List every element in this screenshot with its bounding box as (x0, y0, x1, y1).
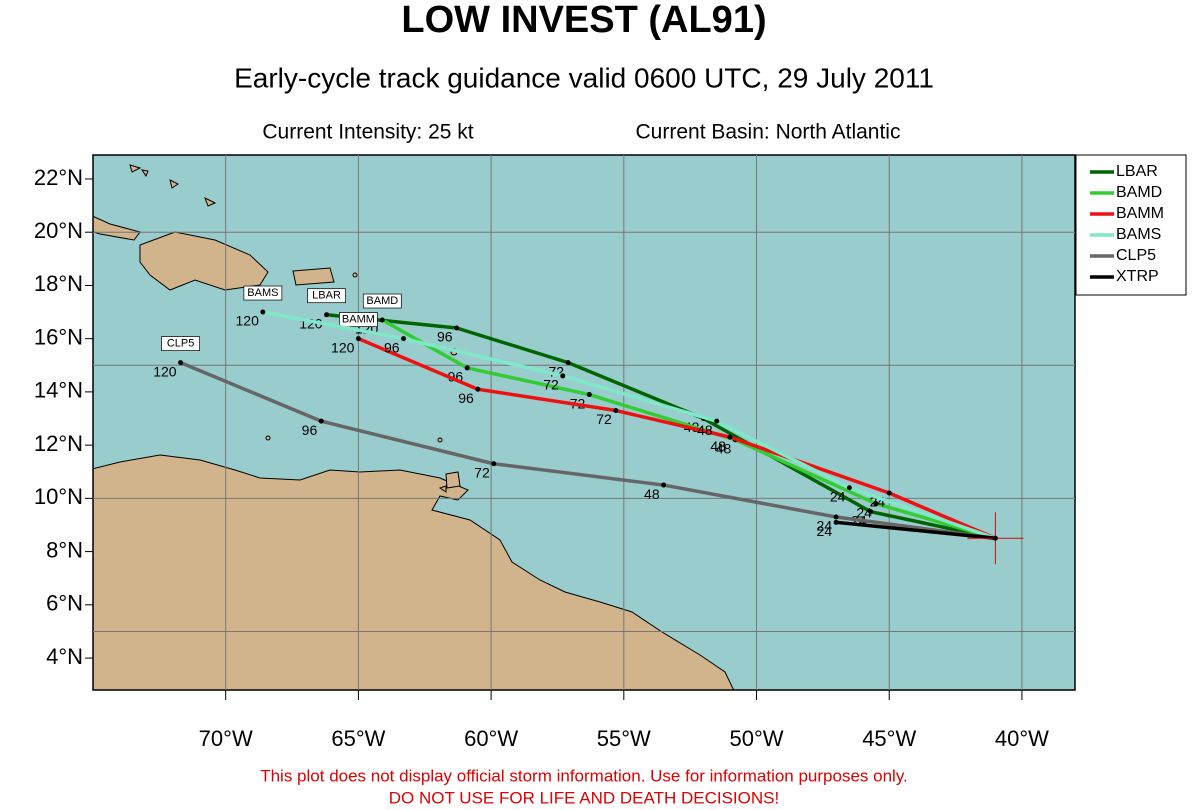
x-tick-label: 65°W (331, 726, 385, 751)
legend-label: CLP5 (1116, 247, 1156, 264)
track-name-box (362, 293, 402, 309)
legend (1075, 154, 1187, 296)
hour-label: 24 (817, 523, 833, 539)
track-point (454, 325, 460, 331)
y-tick-label: 16°N (34, 324, 83, 349)
hispaniola (139, 231, 269, 291)
track-point (560, 373, 566, 379)
hour-label: 96 (437, 329, 453, 345)
puerto-rico (292, 267, 335, 286)
legend-label: BAMS (1116, 226, 1161, 243)
hour-label: 72 (596, 411, 612, 427)
track-name: CLP5 (167, 338, 195, 350)
hour-label: 24 (830, 488, 846, 504)
island (352, 272, 358, 278)
track-point (475, 386, 481, 392)
hour-label: 48 (710, 438, 726, 454)
y-tick-label: 14°N (34, 378, 83, 403)
track-point (833, 514, 839, 520)
track-name: BAMS (247, 287, 278, 299)
x-tick-label: 40°W (995, 726, 1049, 751)
tracks: 24 48 72 96 120 LBAR 24 48 72 96 120 BAMD 24 48 72 96 12… (153, 285, 997, 541)
legend-label: BAMM (1116, 205, 1164, 222)
hour-label: 96 (384, 339, 400, 355)
hour-label: 72 (543, 377, 559, 393)
legend-label: XTRP (1116, 268, 1159, 285)
start-point (992, 535, 998, 541)
basin: Current Basin: North Atlantic (636, 121, 901, 144)
plot (93, 155, 1075, 690)
track-start-segment (848, 486, 996, 540)
track-point (613, 408, 619, 414)
track-point (727, 434, 733, 440)
track-name-box (307, 288, 346, 304)
hour-label: 96 (458, 390, 474, 406)
track-name: BAMD (366, 295, 398, 307)
y-tick-label: 18°N (34, 271, 83, 296)
track-point (873, 501, 879, 507)
x-tick-label: 60°W (464, 726, 518, 751)
track-point (661, 482, 667, 488)
track-name-box (243, 285, 283, 301)
track-point (401, 336, 407, 342)
track-point (868, 509, 874, 515)
y-tick-label: 4°N (46, 644, 83, 669)
trinidad (445, 471, 461, 489)
hour-label: 48 (716, 441, 732, 457)
track-start-segment (835, 520, 996, 541)
track-name-box (161, 336, 200, 351)
hour-label: 120 (331, 339, 355, 355)
legend-label: LBAR (1116, 163, 1158, 180)
hour-label: 48 (697, 422, 713, 438)
track-point (846, 485, 852, 491)
chart-title: LOW INVEST (AL91) (401, 0, 766, 41)
hour-label: 120 (153, 363, 177, 379)
island (438, 485, 447, 493)
y-tick-label: 12°N (34, 431, 83, 456)
track-point (464, 365, 470, 371)
legend-label: BAMD (1116, 184, 1162, 201)
track-point (586, 392, 592, 398)
x-tick-label: 50°W (729, 726, 783, 751)
track-name-box (339, 312, 378, 328)
y-tick-label: 10°N (34, 484, 83, 509)
track-point (324, 312, 330, 318)
track-name: LBAR (312, 290, 341, 302)
track-point (565, 360, 571, 366)
hour-label: 96 (302, 422, 318, 438)
cuba (93, 215, 141, 241)
x-tick-label: 55°W (597, 726, 651, 751)
hour-label: 24 (856, 504, 872, 520)
track-point (355, 336, 361, 342)
x-tick-label: 70°W (199, 726, 253, 751)
disclaimer: This plot does not display official stor… (260, 766, 908, 785)
track-point (886, 490, 892, 496)
y-tick-label: 8°N (46, 537, 83, 562)
hour-label: 48 (644, 486, 660, 502)
track-point (491, 461, 497, 467)
disclaimer: DO NOT USE FOR LIFE AND DEATH DECISIONS! (389, 788, 779, 807)
track-point (260, 309, 266, 315)
track-point (714, 418, 720, 424)
y-tick-label: 22°N (34, 165, 83, 190)
track-point (833, 519, 839, 525)
y-tick-label: 6°N (46, 591, 83, 616)
track-point (318, 418, 324, 424)
island (437, 437, 443, 443)
hour-label: 72 (474, 464, 490, 480)
x-tick-label: 45°W (862, 726, 916, 751)
track-point (178, 360, 184, 366)
hour-label: 120 (236, 313, 260, 329)
plot-frame (92, 154, 1076, 691)
bahamas (129, 164, 217, 207)
intensity: Current Intensity: 25 kt (262, 121, 473, 144)
track-point (379, 317, 385, 323)
chart-subtitle: Early-cycle track guidance valid 0600 UT… (234, 62, 934, 93)
y-tick-label: 20°N (34, 218, 83, 243)
island (265, 435, 271, 441)
track-name: BAMM (342, 314, 375, 326)
hour-label: 24 (817, 518, 833, 534)
